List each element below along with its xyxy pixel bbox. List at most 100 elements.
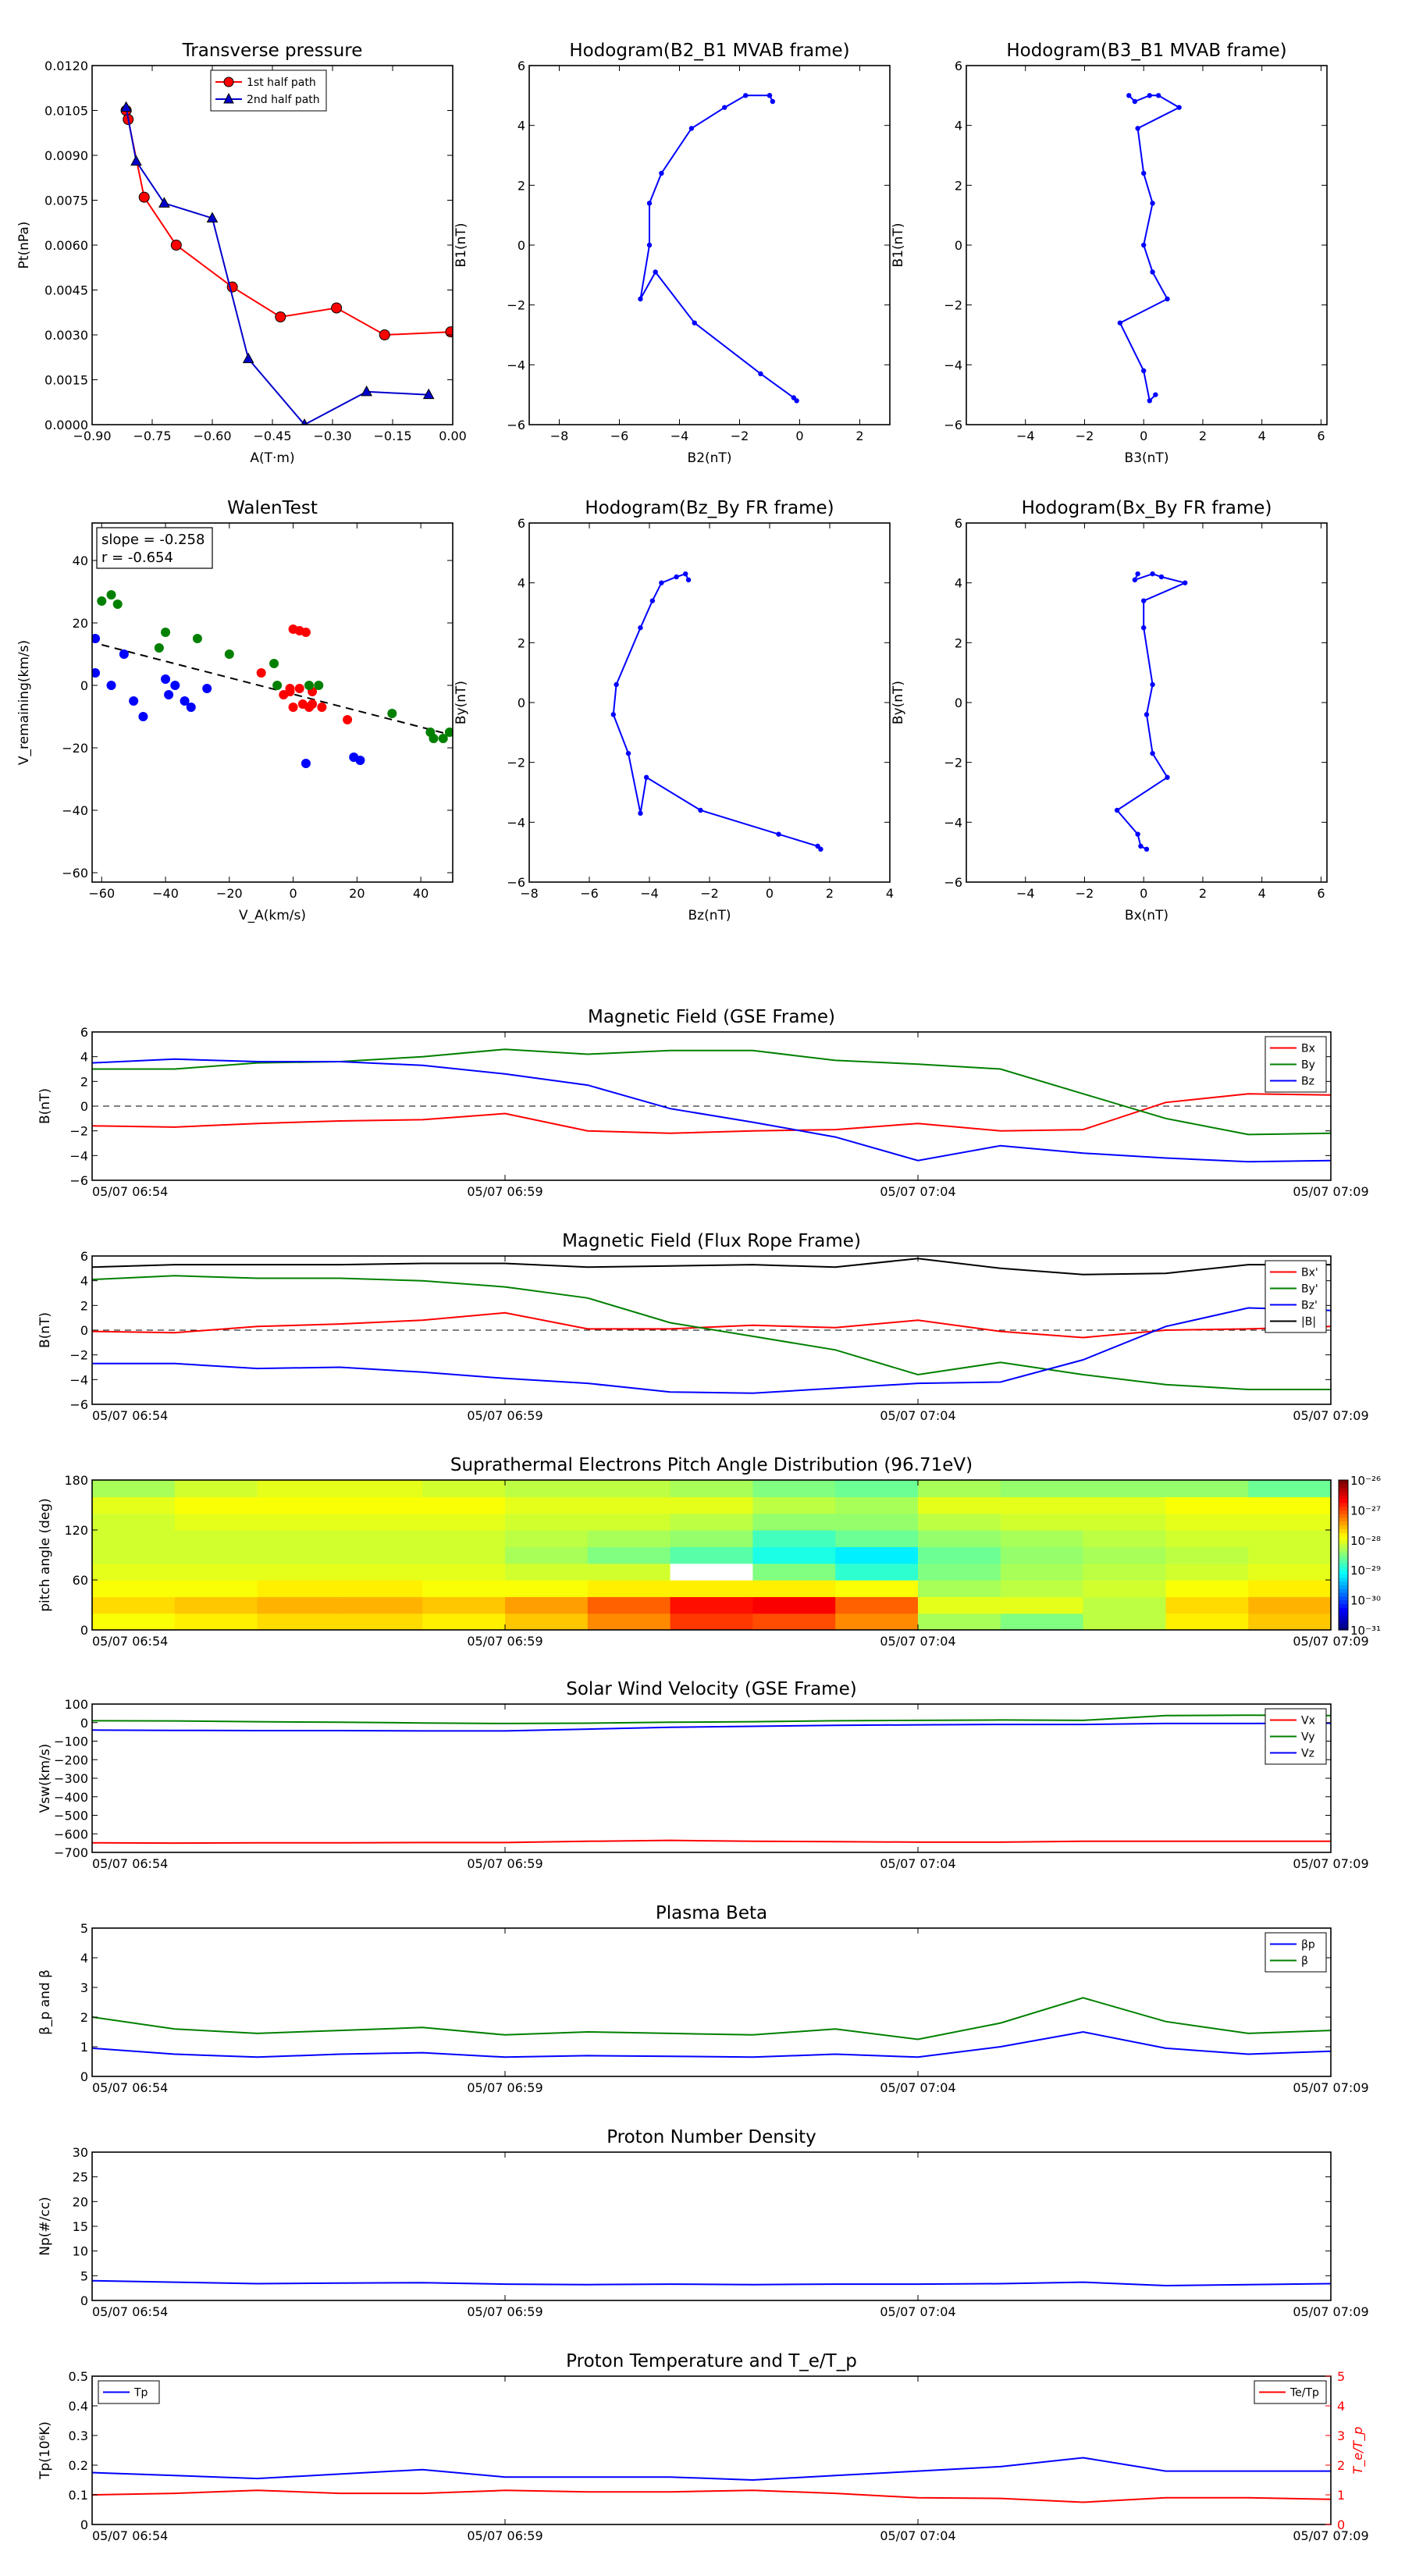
- heatmap-cell: [505, 1546, 589, 1564]
- heatmap-cell: [92, 1596, 176, 1614]
- heatmap-cell: [505, 1580, 589, 1597]
- y-tick-label: 100: [64, 1697, 88, 1712]
- heatmap-cell: [1000, 1580, 1084, 1597]
- y-tick-label: 0: [518, 238, 525, 253]
- legend-label: Tp: [133, 2387, 148, 2400]
- legend-marker: [223, 76, 234, 87]
- heatmap-cell: [505, 1480, 589, 1497]
- x-tick-label: 05/07 07:09: [1293, 1856, 1368, 1871]
- heatmap-cell: [1083, 1546, 1166, 1564]
- series-line: [92, 2279, 1331, 2287]
- plot-frame: [528, 65, 891, 425]
- heatmap-cell: [505, 1530, 589, 1547]
- legend-label: By: [1301, 1059, 1315, 1072]
- data-point: [653, 269, 658, 275]
- x-tick-label: 05/07 06:59: [467, 1408, 542, 1423]
- heatmap-cell: [670, 1596, 753, 1614]
- data-point: [638, 624, 643, 631]
- heatmap-cell: [918, 1613, 1001, 1630]
- colorbar-step: [1339, 1543, 1348, 1548]
- heatmap-cell: [340, 1613, 423, 1630]
- data-point: [614, 681, 619, 688]
- scatter-point: [180, 696, 190, 706]
- x-tick-label: −0.75: [133, 429, 171, 443]
- heatmap-cell: [1248, 1580, 1331, 1597]
- colorbar-step: [1339, 1532, 1348, 1537]
- x-tick-label: 20: [349, 886, 365, 901]
- y-tick-label: 0.0045: [44, 283, 88, 298]
- data-point: [649, 598, 656, 603]
- heatmap-cell: [835, 1596, 919, 1614]
- heatmap-cell: [340, 1530, 423, 1547]
- heatmap-cell: [505, 1596, 589, 1614]
- colorbar-step: [1339, 1551, 1348, 1556]
- heatmap-cell: [1165, 1613, 1249, 1630]
- x-tick-label: −0.15: [373, 429, 411, 443]
- x-tick-label: 05/07 07:04: [880, 1634, 955, 1649]
- heatmap-cell: [257, 1513, 340, 1531]
- plot-area: [120, 101, 453, 425]
- colorbar-step: [1339, 1539, 1348, 1545]
- series-line: [92, 1307, 1331, 1394]
- x-tick-label: −2: [731, 429, 749, 443]
- y2-tick-label: 0: [1337, 2517, 1345, 2532]
- legend: Bx By Bz: [1264, 1036, 1327, 1093]
- series-line: [92, 1722, 1331, 1732]
- heatmap-cell: [1165, 1496, 1249, 1514]
- heatmap-cell: [174, 1613, 258, 1630]
- y-tick-label: 4: [80, 1274, 88, 1289]
- series-line: [92, 1997, 1331, 2041]
- y-tick-label: −60: [62, 866, 88, 881]
- colorbar-step: [1339, 1570, 1348, 1574]
- y-tick-label: 4: [518, 576, 525, 591]
- heatmap-cell: [918, 1580, 1001, 1597]
- y-tick-label: 4: [955, 119, 962, 133]
- y-tick-label: 0: [955, 238, 962, 253]
- heatmap-cell: [1165, 1513, 1249, 1531]
- data-point: [379, 329, 390, 340]
- heatmap-cell: [835, 1513, 919, 1531]
- data-point: [610, 712, 616, 717]
- y-tick-label: 0: [955, 696, 962, 710]
- series-line: [92, 1311, 1331, 1339]
- data-point: [206, 212, 219, 222]
- heatmap-cell: [1000, 1563, 1084, 1581]
- x-tick-label: −0.60: [193, 429, 231, 443]
- heatmap-cell: [1083, 1530, 1166, 1547]
- plot-area: [1114, 571, 1188, 852]
- y-tick-label: 2: [80, 2010, 88, 2025]
- heatmap-cell: [174, 1580, 258, 1597]
- heatmap-cell: [752, 1546, 836, 1564]
- scatter-point: [304, 681, 315, 690]
- y-tick-label: 0: [80, 1323, 88, 1338]
- y-tick-label: −400: [54, 1790, 88, 1805]
- y-tick-label: 1: [80, 2040, 88, 2055]
- data-point: [1135, 831, 1140, 837]
- heatmap-cell: [1083, 1613, 1166, 1630]
- series-line: [92, 2457, 1331, 2482]
- plot-frame: [966, 522, 1328, 883]
- data-point: [1144, 712, 1150, 717]
- data-point: [791, 395, 796, 400]
- scatter-point: [106, 590, 116, 600]
- heatmap-cell: [1248, 1513, 1331, 1531]
- x-tick-label: 05/07 06:59: [467, 1856, 542, 1871]
- heatmap-cell: [752, 1480, 836, 1497]
- colorbar-step: [1339, 1596, 1348, 1601]
- colorbar-step: [1339, 1491, 1348, 1496]
- heatmap-cell: [587, 1530, 671, 1547]
- data-point: [1147, 398, 1152, 404]
- scatter-point: [272, 681, 283, 690]
- y-tick-label: 6: [518, 516, 525, 531]
- legend: βp β: [1264, 1932, 1327, 1973]
- series-line: [92, 2489, 1331, 2503]
- heatmap-cell: [1248, 1496, 1331, 1514]
- data-point: [638, 810, 643, 817]
- series-line: [612, 572, 822, 850]
- y-tick-label: 20: [73, 2194, 88, 2209]
- data-point: [1132, 98, 1138, 105]
- x-tick-label: 05/07 07:09: [1293, 2304, 1368, 2319]
- x-tick-label: −4: [1016, 429, 1035, 443]
- heatmap-cell: [422, 1613, 506, 1630]
- plot-area: [610, 571, 823, 852]
